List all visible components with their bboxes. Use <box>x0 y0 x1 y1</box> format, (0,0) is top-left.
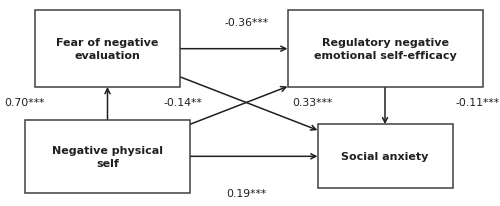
Text: Negative physical
self: Negative physical self <box>52 145 163 168</box>
Text: -0.14**: -0.14** <box>164 98 202 108</box>
FancyBboxPatch shape <box>25 121 190 193</box>
FancyBboxPatch shape <box>35 11 180 88</box>
Text: -0.11***: -0.11*** <box>455 98 499 108</box>
FancyBboxPatch shape <box>288 11 482 88</box>
Text: Social anxiety: Social anxiety <box>342 152 428 162</box>
Text: -0.36***: -0.36*** <box>224 18 268 28</box>
Text: 0.19***: 0.19*** <box>226 188 266 198</box>
Text: 0.33***: 0.33*** <box>292 98 333 108</box>
Text: 0.70***: 0.70*** <box>4 98 45 108</box>
FancyBboxPatch shape <box>318 125 452 188</box>
Text: Regulatory negative
emotional self-efficacy: Regulatory negative emotional self-effic… <box>314 38 456 61</box>
Text: Fear of negative
evaluation: Fear of negative evaluation <box>56 38 158 61</box>
